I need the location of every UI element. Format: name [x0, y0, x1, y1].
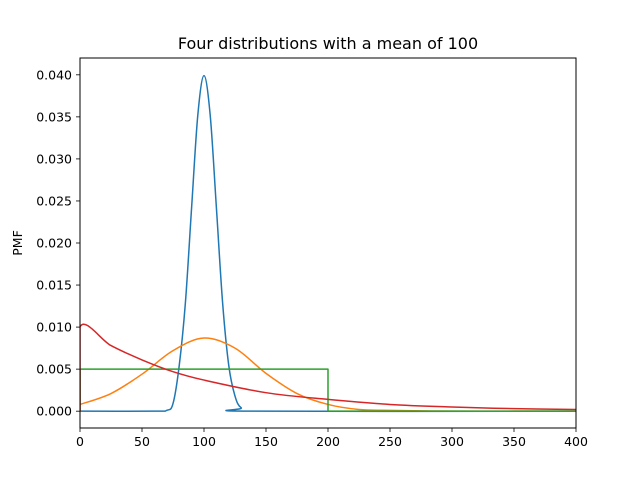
y-tick-label: 0.000	[36, 404, 72, 419]
x-tick-label: 0	[76, 434, 84, 449]
y-tick-label: 0.040	[36, 67, 72, 82]
series-line-3	[80, 368, 576, 412]
y-tick-label: 0.020	[36, 236, 72, 251]
y-tick-label: 0.005	[36, 362, 72, 377]
x-tick-label: 200	[316, 434, 340, 449]
x-tick-label: 100	[192, 434, 216, 449]
y-tick-label: 0.030	[36, 151, 72, 166]
x-tick-label: 350	[502, 434, 526, 449]
y-tick-label: 0.025	[36, 193, 72, 208]
x-tick-label: 250	[378, 434, 402, 449]
x-tick-label: 400	[564, 434, 588, 449]
series-layer	[80, 74, 576, 413]
series-line-4	[80, 323, 576, 412]
ticks-layer: 0 50 100 150 200 250 300 350 400 0.000 0.005 0.010 0…	[36, 67, 588, 449]
y-tick-label: 0.010	[36, 320, 72, 335]
y-axis-label: PMF	[10, 230, 25, 256]
y-tick-label: 0.015	[36, 278, 72, 293]
x-tick-label: 50	[134, 434, 150, 449]
x-tick-label: 300	[440, 434, 464, 449]
plot-frame	[79, 57, 577, 429]
chart-title: Four distributions with a mean of 100	[178, 34, 478, 53]
x-tick-label: 150	[254, 434, 278, 449]
y-tick-label: 0.035	[36, 109, 72, 124]
series-line-1	[80, 74, 576, 413]
